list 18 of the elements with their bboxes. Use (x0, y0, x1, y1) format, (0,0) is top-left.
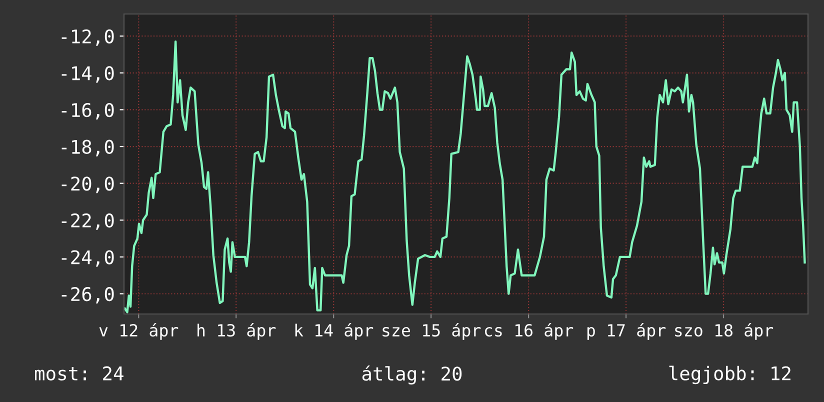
y-tick-label: -16,0 (62, 102, 114, 120)
x-tick-label: p 17 ápr (587, 323, 666, 340)
y-tick-label: -12,0 (62, 29, 114, 46)
text: legjobb: 12 (669, 366, 790, 384)
y-tick-label: -20,0 (62, 176, 114, 194)
x-tick-label: cs 16 ápr (484, 323, 574, 340)
x-tick-label: h 13 ápr (198, 323, 276, 340)
x-tick-label: k 14 ápr (295, 323, 374, 340)
y-tick-label: -18,0 (62, 140, 114, 156)
x-tick-label: v 12 ápr (99, 323, 178, 340)
y-tick-label: -26,0 (62, 287, 114, 304)
text: átlag: 20 (362, 365, 462, 385)
y-tick-label: -24,0 (62, 250, 114, 267)
x-tick-label: sze 15 ápr (382, 323, 481, 340)
text: most: 24 (35, 366, 124, 380)
x-tick-label: szo 18 ápr (675, 323, 774, 340)
y-tick-label: -14,0 (62, 66, 114, 83)
y-tick-label: -22,0 (62, 213, 114, 230)
